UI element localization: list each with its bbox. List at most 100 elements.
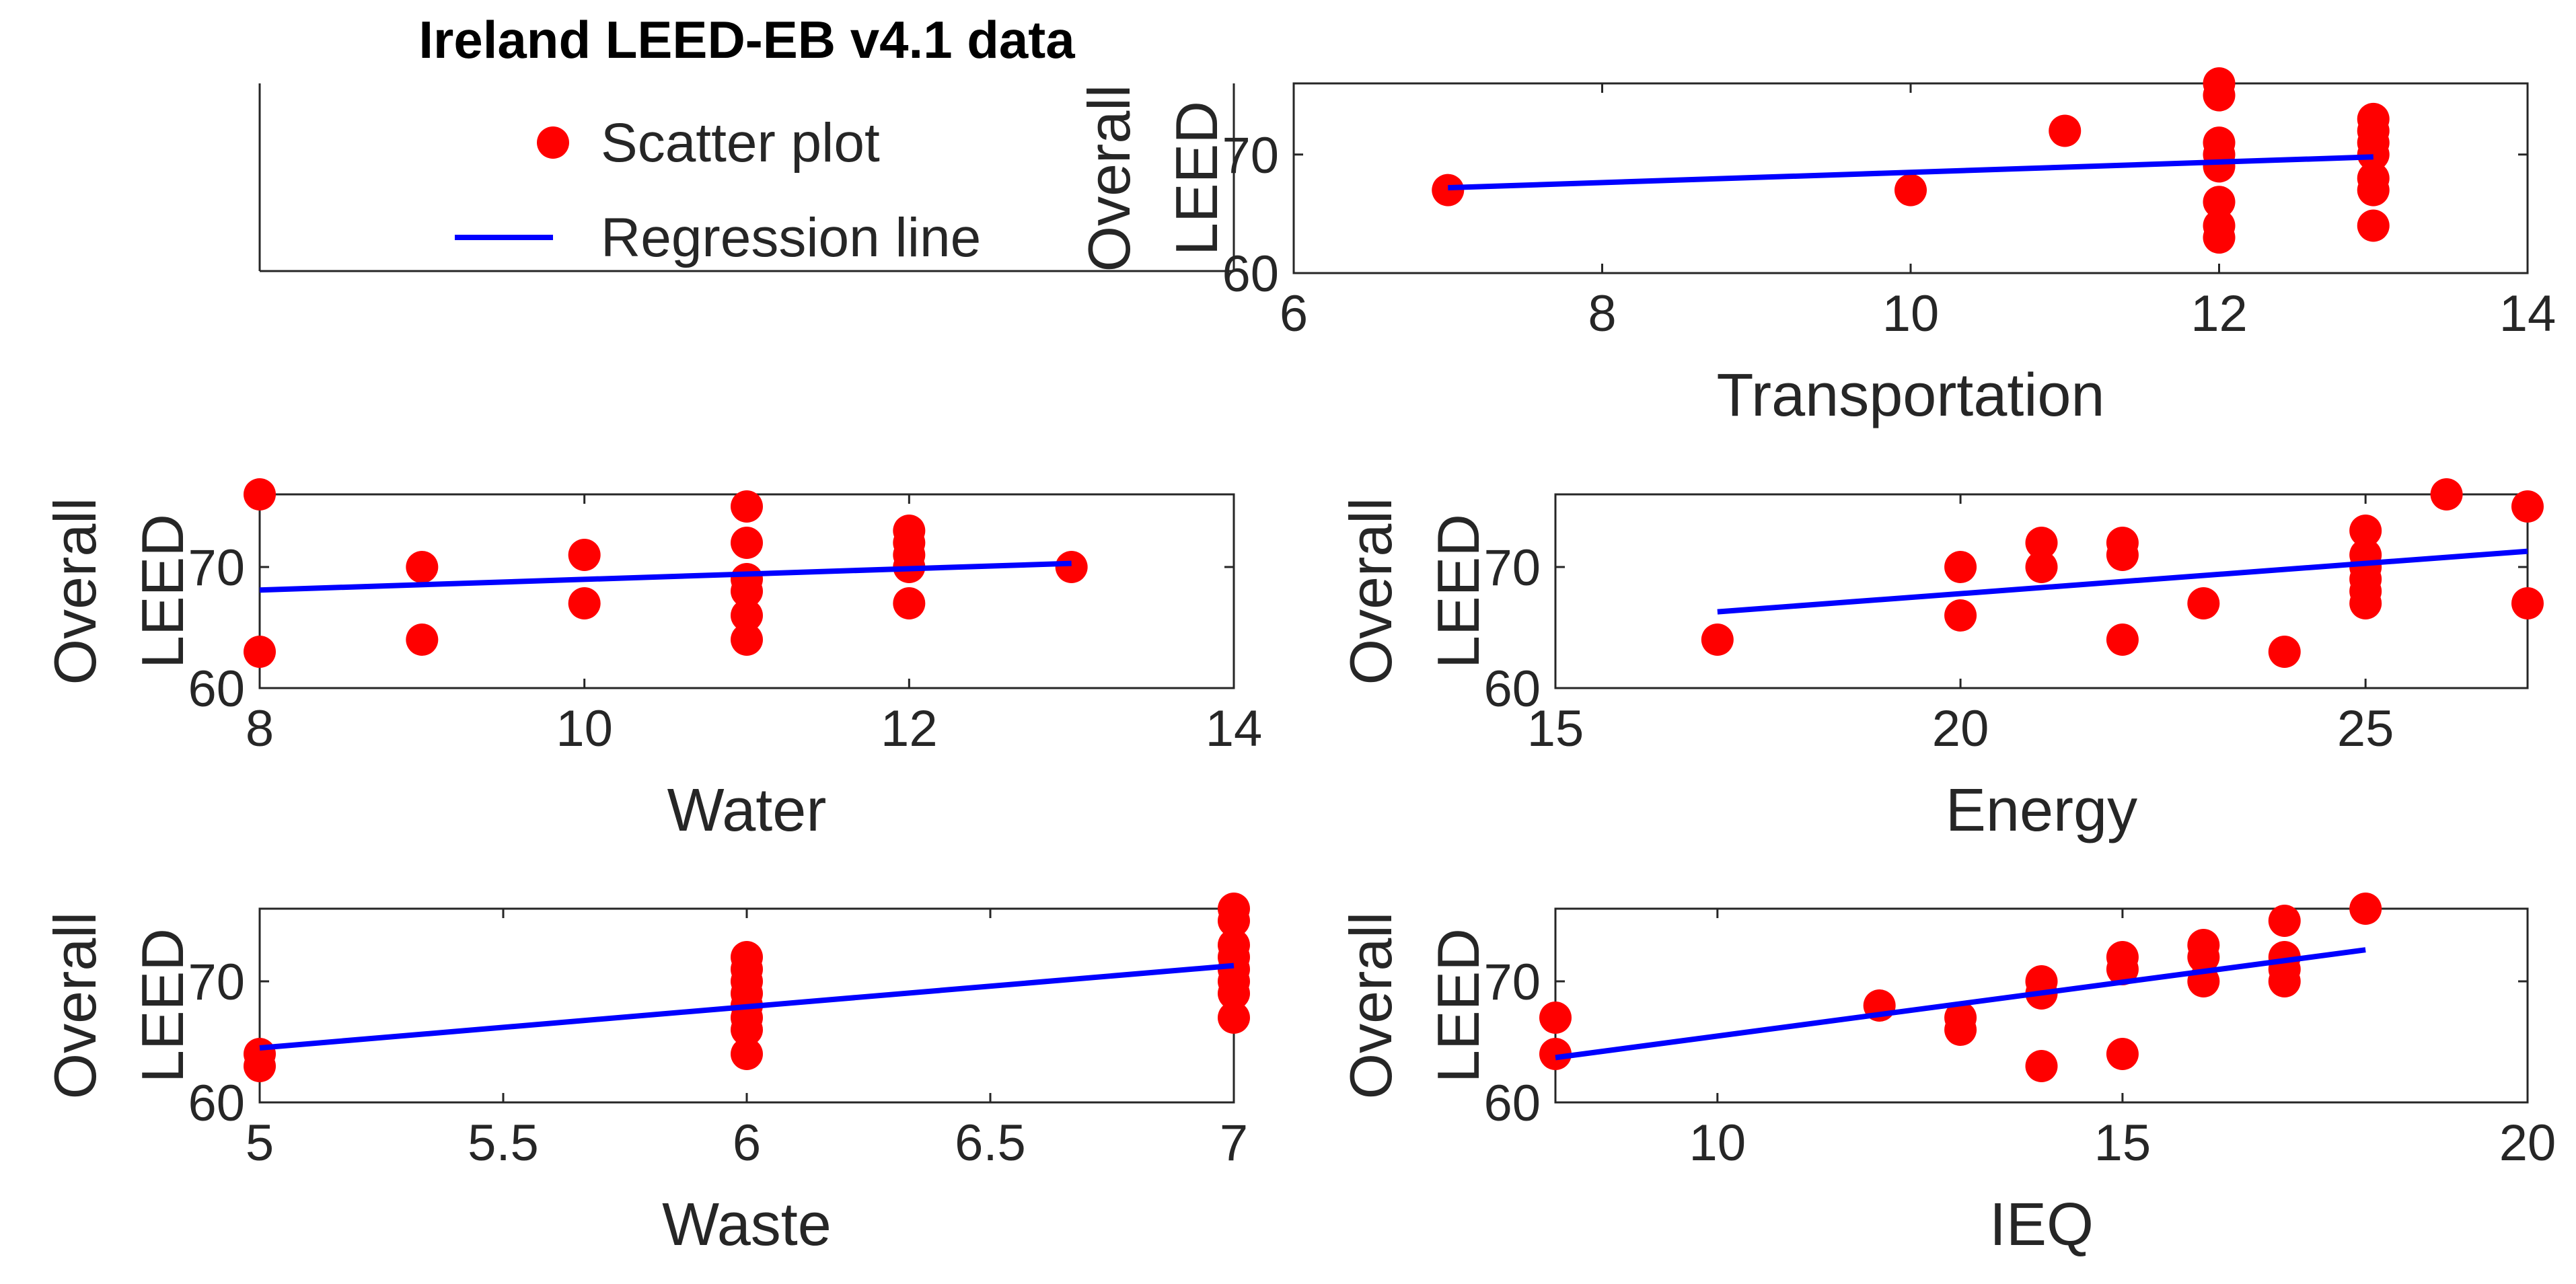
waste-x-axis-label: Waste [662,1191,832,1258]
plots-layer: 6 8 10 12 14 60 70 Overall LEED Transportation 8 10… [42,67,2556,1258]
transportation-y-tick-label: 60 [1222,246,1279,303]
water-x-tick-label: 14 [1206,700,1263,757]
scatter-legend-marker [537,126,569,159]
water-scatter-point [731,575,763,607]
energy-axes-frame [1554,493,2529,689]
transportation-scatter-point [2357,138,2390,171]
waste-regression-line [259,962,1235,1051]
legend-title: Ireland LEED-EB v4.1 data [418,10,1075,69]
energy-x-tick-label: 25 [2337,700,2394,757]
water-x-tick-label: 12 [881,700,938,757]
transportation-y-tick-label: 70 [1222,127,1279,184]
transportation-x-tick-label: 6 [1280,285,1308,342]
energy-scatter-point [2025,551,2058,583]
water-scatter-point [731,527,763,559]
ieq-x-axis-label: IEQ [1989,1191,2094,1258]
energy-scatter-point [1944,599,1977,632]
energy-x-axis-label: Energy [1946,777,2137,844]
transportation-scatter-point [2203,79,2236,112]
water-scatter-point [406,624,439,656]
ieq-scatter-point [1539,1038,1572,1070]
ieq-x-tick-label: 20 [2499,1115,2556,1172]
water-scatter-point [568,539,601,571]
energy-scatter-point [2349,587,2382,619]
ieq-scatter-point [2268,965,2301,997]
energy-y-axis-label: Overall [1337,498,1404,685]
water-x-tick-label: 8 [246,700,274,757]
transportation-y-axis-label: LEED [1163,101,1230,256]
water-scatter-point [244,636,276,668]
waste-scatter-point [1218,977,1250,1010]
ieq-y-axis-label: LEED [1425,928,1492,1083]
water-scatter-point [244,478,276,511]
water-subplot: 8 10 12 14 60 70 Overall LEED Water [42,478,1262,844]
transportation-scatter-point [2203,221,2236,254]
energy-scatter-point [2106,539,2139,571]
ieq-y-axis-label: Overall [1337,912,1404,1100]
transportation-x-tick-label: 14 [2499,285,2556,342]
transportation-scatter-point [2203,150,2236,183]
water-scatter-point [1055,551,1088,583]
transportation-scatter-point [2357,174,2390,206]
energy-y-tick-label: 60 [1483,660,1541,718]
waste-scatter-point [1218,905,1250,937]
water-scatter-point [731,490,763,523]
waste-scatter-point [731,1014,763,1046]
waste-x-tick-label: 7 [1220,1115,1248,1172]
waste-y-axis-label: LEED [129,928,196,1083]
waste-x-tick-label: 6 [733,1115,761,1172]
ieq-scatter-point [1539,1002,1572,1034]
energy-scatter-point [2106,624,2139,656]
energy-scatter-point [1944,551,1977,583]
transportation-regression-line [1448,154,2373,191]
transportation-scatter-point [2357,209,2390,242]
waste-y-axis-label: Overall [42,912,108,1100]
transportation-x-tick-label: 12 [2191,285,2248,342]
energy-regression-line [1717,548,2528,615]
ieq-scatter-point [2268,905,2301,937]
energy-scatter-point [2511,490,2544,523]
transportation-y-axis-label: Overall [1076,85,1142,272]
waste-x-tick-label: 5 [246,1115,274,1172]
ieq-regression-line [1555,947,2366,1061]
water-y-axis-label: Overall [42,498,108,685]
waste-scatter-point [731,1038,763,1070]
energy-x-tick-label: 20 [1932,700,1989,757]
energy-scatter-point [2349,515,2382,547]
water-scatter-point [893,587,926,619]
water-scatter-point [731,624,763,656]
ieq-scatter-point [2349,893,2382,925]
water-y-tick-label: 70 [188,539,245,597]
ieq-scatter-point [2106,953,2139,985]
transportation-scatter-point [1432,174,1465,206]
energy-scatter-point [2511,587,2544,619]
transportation-scatter-point [2203,186,2236,219]
ieq-y-tick-label: 70 [1483,954,1541,1011]
water-scatter-point [406,551,439,583]
waste-x-tick-label: 6.5 [955,1115,1026,1172]
water-regression-line [259,560,1072,593]
energy-y-axis-label: LEED [1425,514,1492,669]
ieq-scatter-point [2187,941,2220,973]
waste-y-tick-label: 70 [188,954,245,1011]
water-x-axis-label: Water [667,777,827,844]
transportation-scatter-point [1894,174,1927,206]
waste-x-tick-label: 5.5 [468,1115,539,1172]
energy-scatter-point [1701,624,1734,656]
water-y-tick-label: 60 [188,660,245,718]
transportation-scatter-point [2049,114,2082,147]
transportation-subplot: 6 8 10 12 14 60 70 Overall LEED Transportation [1076,67,2556,429]
ieq-x-tick-label: 10 [1689,1115,1746,1172]
water-y-axis-label: LEED [129,514,196,669]
ieq-scatter-point [1944,1014,1977,1046]
water-x-tick-label: 10 [556,700,613,757]
transportation-x-tick-label: 10 [1882,285,1940,342]
ieq-subplot: 10 15 20 60 70 Overall LEED IEQ [1337,893,2556,1258]
ieq-y-tick-label: 60 [1483,1075,1541,1132]
ieq-scatter-point [2106,1038,2139,1070]
waste-scatter-point [1218,1002,1250,1034]
water-scatter-point [731,599,763,632]
energy-subplot: 15 20 25 60 70 Overall LEED Energy [1337,478,2544,844]
scatter-legend-label: Scatter plot [601,112,880,174]
